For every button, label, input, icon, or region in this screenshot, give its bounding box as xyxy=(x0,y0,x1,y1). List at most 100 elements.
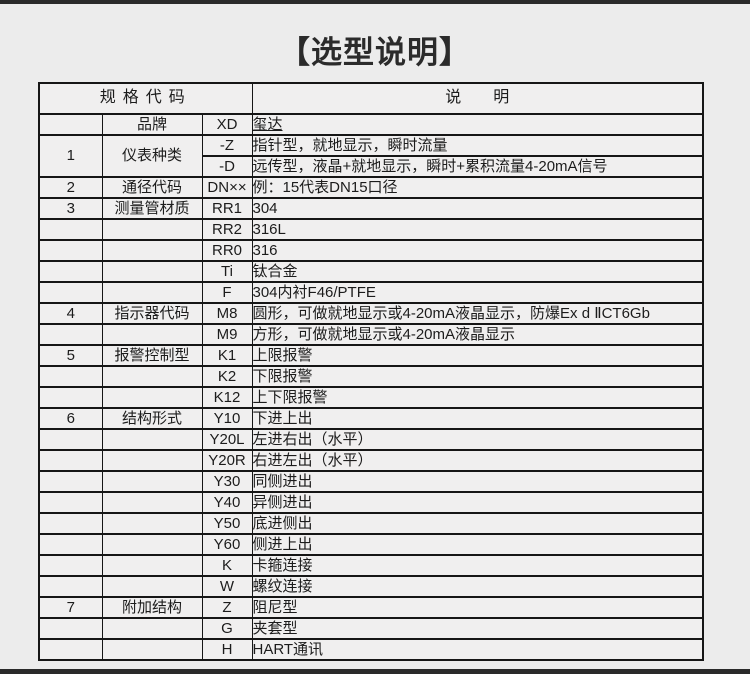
table-row: Y30 同侧进出 xyxy=(38,470,704,493)
category-cell xyxy=(101,323,203,346)
category-cell xyxy=(101,638,203,661)
table-row: H HART通讯 xyxy=(38,638,704,661)
code-cell: Y50 xyxy=(201,512,253,535)
table-row: 6 结构形式 Y10 下进上出 xyxy=(38,407,704,430)
description-cell: 阻尼型 xyxy=(251,596,704,619)
description-cell: 316L xyxy=(251,218,704,241)
row-number-cell: 7 xyxy=(38,596,103,619)
category-cell xyxy=(101,281,203,304)
code-cell: -D xyxy=(201,155,253,178)
row-number-cell xyxy=(38,512,103,535)
table-row: G 夹套型 xyxy=(38,617,704,640)
table-row: Y20L 左进右出（水平） xyxy=(38,428,704,451)
category-cell xyxy=(101,617,203,640)
category-cell xyxy=(101,491,203,514)
category-cell: 通径代码 xyxy=(101,176,203,199)
description-cell: 316 xyxy=(251,239,704,262)
row-number-cell: 4 xyxy=(38,302,103,325)
code-cell: Y60 xyxy=(201,533,253,556)
table-row: K12 上下限报警 xyxy=(38,386,704,409)
category-cell: 结构形式 xyxy=(101,407,203,430)
row-number-cell xyxy=(38,365,103,388)
table-row: Ti 钛合金 xyxy=(38,260,704,283)
description-cell: 304内衬F46/PTFE xyxy=(251,281,704,304)
category-cell xyxy=(101,575,203,598)
description-cell: 卡箍连接 xyxy=(251,554,704,577)
category-cell xyxy=(101,533,203,556)
description-cell: 304 xyxy=(251,197,704,220)
category-cell xyxy=(101,554,203,577)
code-cell: -Z xyxy=(201,134,253,157)
row-number-cell xyxy=(38,113,103,136)
row-number-cell xyxy=(38,323,103,346)
description-cell: 上限报警 xyxy=(251,344,704,367)
table-row: RR2 316L xyxy=(38,218,704,241)
bottom-border-bar xyxy=(0,669,750,674)
row-number-cell xyxy=(38,638,103,661)
code-cell: M9 xyxy=(201,323,253,346)
description-cell: 夹套型 xyxy=(251,617,704,640)
description-cell: HART通讯 xyxy=(251,638,704,661)
description-cell: 右进左出（水平） xyxy=(251,449,704,472)
table-row: Y40 异侧进出 xyxy=(38,491,704,514)
code-cell: DN×× xyxy=(201,176,253,199)
description-cell: 侧进上出 xyxy=(251,533,704,556)
row-number-cell: 1 xyxy=(38,134,103,178)
category-cell: 指示器代码 xyxy=(101,302,203,325)
table-row: 1 仪表种类 -Z 指针型，就地显示，瞬时流量 xyxy=(38,134,704,178)
category-cell: 仪表种类 xyxy=(101,134,203,178)
code-cell: RR1 xyxy=(201,197,253,220)
category-cell: 测量管材质 xyxy=(101,197,203,220)
row-number-cell xyxy=(38,554,103,577)
table-row: 2 通径代码 DN×× 例：15代表DN15口径 xyxy=(38,176,704,199)
code-cell: K12 xyxy=(201,386,253,409)
description-cell: 下限报警 xyxy=(251,365,704,388)
table-row: Y20R 右进左出（水平） xyxy=(38,449,704,472)
table-header-row: 规格代码 说 明 xyxy=(38,82,704,115)
category-cell: 附加结构 xyxy=(101,596,203,619)
table-row: 7 附加结构 Z 阻尼型 xyxy=(38,596,704,619)
code-cell: Y20R xyxy=(201,449,253,472)
description-cell: 远传型，液晶+就地显示，瞬时+累积流量4-20mA信号 xyxy=(251,155,704,178)
table-row: W 螺纹连接 xyxy=(38,575,704,598)
table-row: 3 测量管材质 RR1 304 xyxy=(38,197,704,220)
row-number-cell xyxy=(38,575,103,598)
description-cell: 玺达 xyxy=(251,113,704,136)
code-cell: Y10 xyxy=(201,407,253,430)
table-row: K 卡箍连接 xyxy=(38,554,704,577)
code-cell: Ti xyxy=(201,260,253,283)
description-cell: 方形，可做就地显示或4-20mA液晶显示 xyxy=(251,323,704,346)
row-number-cell xyxy=(38,239,103,262)
row-number-cell xyxy=(38,533,103,556)
category-cell xyxy=(101,512,203,535)
table-body: 品牌 XD 玺达 1 仪表种类 -Z 指针型，就地显示，瞬时流量 -D 远传型，液晶+就地显示，… xyxy=(38,113,704,661)
description-cell: 钛合金 xyxy=(251,260,704,283)
code-cell: K1 xyxy=(201,344,253,367)
category-cell xyxy=(101,239,203,262)
category-cell xyxy=(101,449,203,472)
description-cell: 例：15代表DN15口径 xyxy=(251,176,704,199)
description-cell: 底进侧出 xyxy=(251,512,704,535)
page-title: 【选型说明】 xyxy=(279,35,471,70)
row-number-cell xyxy=(38,617,103,640)
category-cell xyxy=(101,365,203,388)
table-row: -D 远传型，液晶+就地显示，瞬时+累积流量4-20mA信号 xyxy=(39,155,704,178)
row-number-cell xyxy=(38,260,103,283)
category-cell: 品牌 xyxy=(101,113,203,136)
table-row: 品牌 XD 玺达 xyxy=(38,113,704,136)
table-row: RR0 316 xyxy=(38,239,704,262)
description-cell: 异侧进出 xyxy=(251,491,704,514)
description-cell: 指针型，就地显示，瞬时流量 xyxy=(251,134,704,157)
category-cell xyxy=(101,428,203,451)
table-row: Y60 侧进上出 xyxy=(38,533,704,556)
row-number-cell xyxy=(38,386,103,409)
category-cell: 报警控制型 xyxy=(101,344,203,367)
table-row: K2 下限报警 xyxy=(38,365,704,388)
category-cell xyxy=(101,260,203,283)
code-cell: Y40 xyxy=(201,491,253,514)
category-cell xyxy=(101,218,203,241)
code-cell: M8 xyxy=(201,302,253,325)
row-number-cell xyxy=(38,218,103,241)
category-cell xyxy=(101,386,203,409)
code-cell: Z xyxy=(201,596,253,619)
